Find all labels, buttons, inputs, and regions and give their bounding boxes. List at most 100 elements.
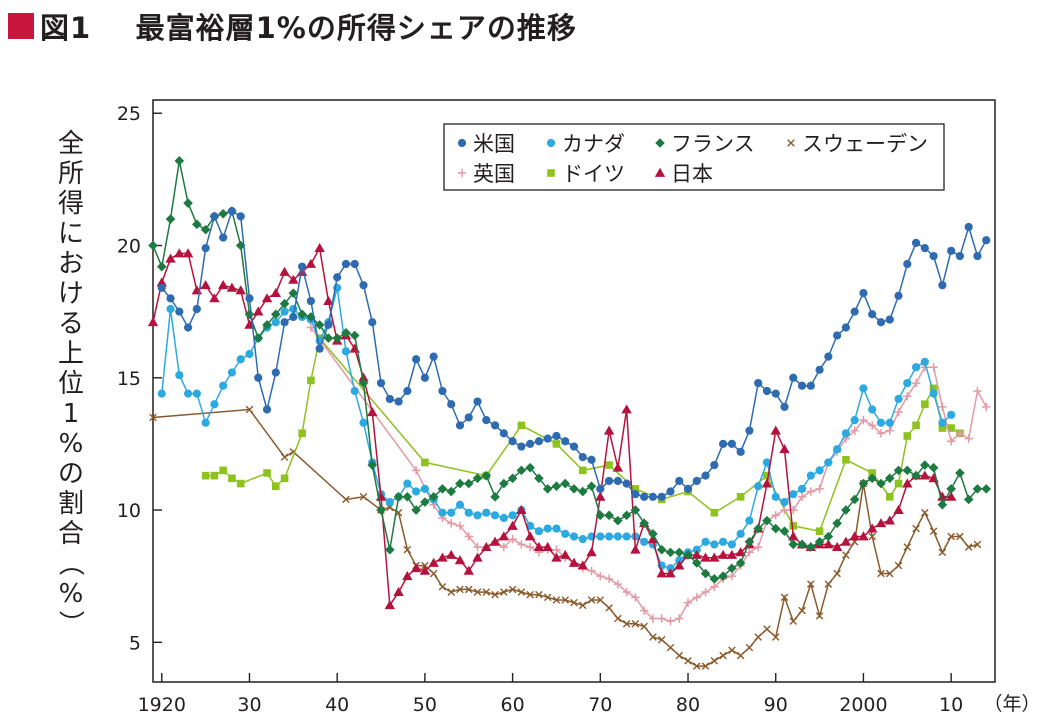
y-axis-title-char: % (59, 579, 84, 609)
data-point (182, 248, 194, 258)
data-point (824, 458, 833, 467)
data-point (183, 389, 193, 398)
data-point (920, 244, 929, 253)
data-point (665, 568, 676, 578)
data-point (524, 531, 536, 541)
data-point (200, 279, 211, 290)
data-point (963, 494, 974, 505)
data-point (560, 549, 571, 559)
data-point (614, 614, 622, 623)
data-point (955, 251, 965, 261)
data-point (815, 466, 824, 475)
data-point (684, 657, 692, 665)
series-カナダ (157, 283, 956, 573)
data-point (192, 389, 201, 398)
legend-label: フランス (671, 132, 755, 156)
data-point (342, 495, 350, 504)
data-point (859, 384, 868, 393)
data-point (789, 617, 798, 625)
data-point (376, 378, 386, 388)
data-point (271, 482, 280, 491)
data-point (683, 598, 693, 607)
legend-item: カナダ (546, 132, 625, 156)
data-point (903, 543, 912, 551)
data-point (507, 520, 518, 530)
data-point (928, 462, 939, 473)
data-point (640, 537, 649, 546)
data-point (771, 633, 780, 641)
data-point (903, 259, 912, 269)
data-point (561, 596, 570, 604)
data-point (911, 363, 921, 372)
data-point (226, 282, 238, 292)
data-point (147, 317, 159, 327)
data-point (210, 471, 219, 480)
data-point (631, 593, 640, 602)
data-point (412, 487, 421, 496)
data-point (183, 198, 193, 208)
data-point (578, 453, 587, 462)
data-point (543, 524, 552, 533)
data-point (456, 585, 464, 594)
data-point (298, 262, 307, 271)
data-point (911, 378, 921, 388)
data-point (482, 416, 491, 425)
data-point (236, 479, 245, 488)
data-point (903, 392, 912, 401)
data-point (236, 355, 245, 364)
data-point (911, 470, 921, 481)
data-point (596, 484, 605, 493)
data-point (955, 468, 965, 478)
data-point (419, 565, 431, 575)
data-point (533, 541, 545, 551)
data-point (516, 465, 527, 476)
data-point (736, 493, 745, 501)
data-point (586, 547, 597, 557)
data-point (876, 418, 886, 427)
data-point (807, 580, 815, 588)
data-point (666, 564, 675, 573)
data-point (499, 513, 508, 523)
data-point (946, 437, 956, 446)
data-point (463, 478, 474, 489)
data-point (219, 233, 228, 242)
data-point (761, 478, 773, 488)
data-point (656, 544, 667, 555)
data-point (498, 531, 510, 541)
title-marker (8, 13, 34, 39)
data-point (622, 479, 631, 488)
data-point (754, 378, 763, 388)
data-point (604, 574, 614, 584)
data-point (438, 386, 447, 396)
data-point (833, 445, 842, 454)
data-point (349, 330, 360, 341)
data-point (964, 222, 973, 232)
data-point (762, 515, 772, 526)
y-axis-title-char: （ (55, 550, 85, 576)
data-point (288, 274, 299, 284)
y-axis-title-char: 割 (58, 489, 84, 519)
legend-marker (457, 138, 467, 148)
data-point (877, 569, 885, 578)
data-point (253, 333, 264, 343)
data-point (280, 307, 289, 316)
data-point (842, 551, 850, 559)
data-point (535, 590, 543, 599)
data-point (490, 421, 500, 430)
data-point (543, 434, 552, 443)
data-point (473, 397, 482, 406)
data-point (640, 622, 648, 631)
data-point (428, 492, 439, 502)
data-point (279, 266, 290, 276)
data-point (692, 662, 701, 670)
y-tick-label: 10 (117, 500, 141, 522)
data-point (403, 545, 412, 554)
data-point (920, 357, 929, 366)
data-point (657, 492, 666, 501)
data-point (780, 402, 789, 411)
series-line (152, 245, 952, 608)
data-point (763, 471, 771, 480)
data-point (911, 238, 921, 247)
data-point (710, 460, 719, 470)
